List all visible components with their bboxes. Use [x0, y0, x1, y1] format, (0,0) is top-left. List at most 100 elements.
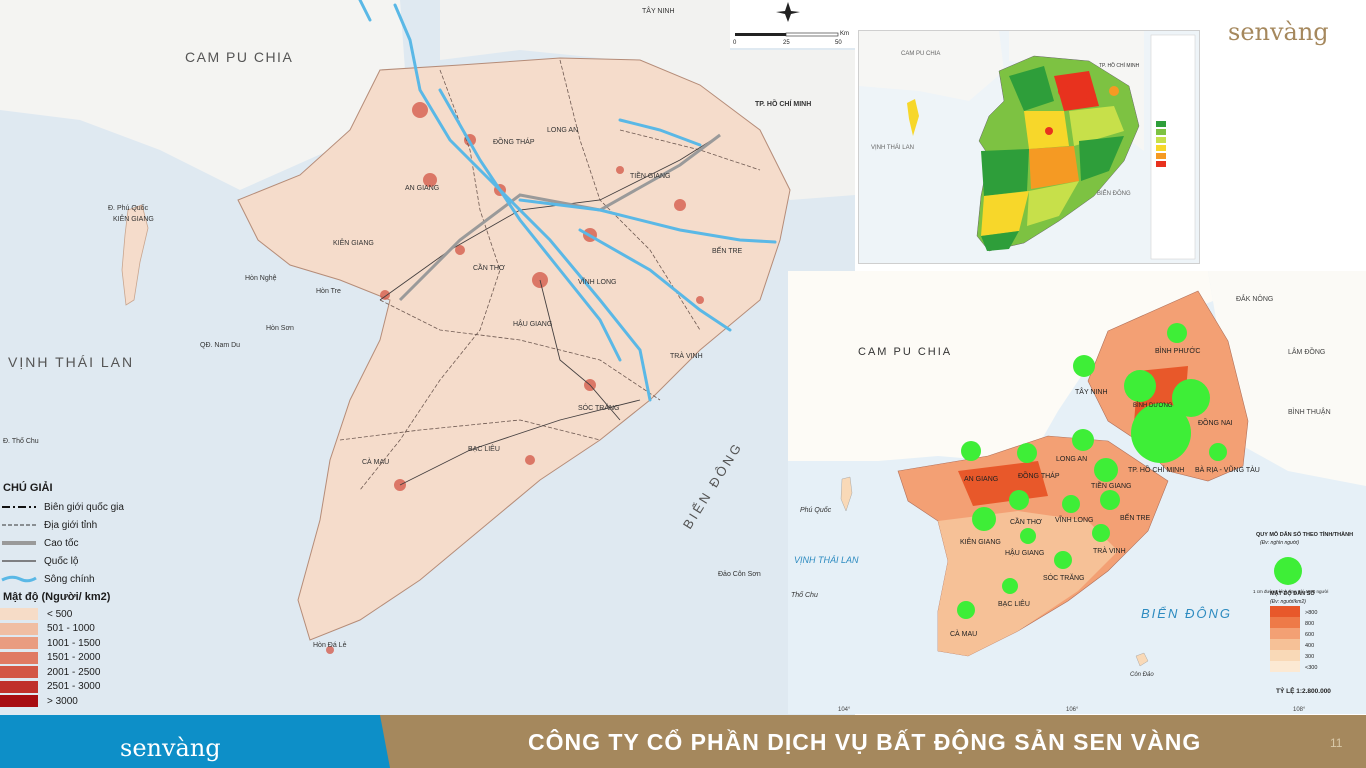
- population-bubbles: [957, 323, 1227, 619]
- cambodia-land: [788, 271, 1213, 461]
- north-arrow-icon: [776, 2, 800, 22]
- legend-main-river: Sông chính: [0, 570, 150, 588]
- density-class-2: 1001 - 1500: [0, 636, 150, 651]
- label-hcm: TP. HỒ CHÍ MINH: [755, 98, 811, 108]
- label-gulf: VỊNH THÁI LAN: [871, 144, 914, 151]
- bubble-legend-swatch: [1270, 650, 1300, 661]
- population-bubble: [1167, 323, 1187, 343]
- scale-0: 0: [733, 40, 737, 46]
- label-long-an: LONG AN: [547, 127, 578, 134]
- label-kien-giang: KIÊN GIANG: [333, 238, 374, 247]
- bubble-legend-swatch: [1270, 628, 1300, 639]
- small-map-legend-swatches: [1156, 121, 1166, 167]
- density-class-6: > 3000: [0, 694, 150, 709]
- density-swatch: [0, 637, 38, 650]
- density-legend-swatches: >800 800 600 400 300 <300: [1270, 606, 1317, 672]
- density-label: 2001 - 2500: [47, 666, 101, 678]
- population-bubble: [1072, 429, 1094, 451]
- label-cambodia: CAM PU CHIA: [901, 51, 940, 57]
- label-hau-giang: HẬU GIANG: [1005, 548, 1044, 557]
- label-ben-tre: BẾN TRE: [712, 245, 743, 255]
- population-bubble-map: >800 800 600 400 300 <300 CAM PU CHIA ĐẮK NÔN…: [788, 271, 1366, 714]
- small-legend-swatch: [1156, 161, 1166, 167]
- legend-label: Địa giới tỉnh: [44, 519, 98, 531]
- label-hau-giang: HẬU GIANG: [513, 319, 552, 328]
- brand-logo-text: senvàng: [1228, 18, 1329, 46]
- label-hon-nghe: Hòn Nghệ: [245, 275, 277, 282]
- legend-label: Biên giới quốc gia: [44, 501, 124, 513]
- footer-bar: senvàng CÔNG TY CỔ PHẦN DỊCH VỤ BẤT ĐỘNG…: [0, 715, 1366, 768]
- legend-expressway: Cao tốc: [0, 534, 150, 552]
- label-vinh-long: VĨNH LONG: [1055, 515, 1094, 524]
- density-map-mekong: CAM PU CHIA VỊNH THÁI LAN BIỂN ĐÔNG TÂY …: [0, 0, 855, 715]
- density-class-1: 501 - 1000: [0, 622, 150, 637]
- label-hon-tre: Hòn Tre: [316, 288, 341, 295]
- label-tho-chu: Thổ Chu: [791, 591, 818, 599]
- scale-50: 50: [835, 40, 842, 46]
- small-map-labels: CAM PU CHIA VỊNH THÁI LAN BIỂN ĐÔNG TP. …: [871, 51, 1140, 197]
- label-can-tho: CẦN THƠ: [1010, 516, 1042, 526]
- small-legend-swatch: [1156, 121, 1166, 127]
- label-long-an: LONG AN: [1056, 456, 1087, 463]
- legend-size-unit: (Đv: nghìn người): [1260, 540, 1299, 546]
- label-bac-lieu: BẠC LIÊU: [998, 599, 1030, 608]
- east-land: [1208, 271, 1366, 486]
- population-bubble: [957, 601, 975, 619]
- label-cambodia: CAM PU CHIA: [185, 49, 293, 65]
- label-hon-da-le: Hòn Đá Lẻ: [313, 642, 347, 649]
- label-east-sea: BIỂN ĐÔNG: [1097, 190, 1131, 197]
- bubble-legend-swatch: [1270, 617, 1300, 628]
- density-swatch: [0, 680, 38, 693]
- label-kien-giang: KIÊN GIANG: [960, 537, 1001, 546]
- legend-size-title: QUY MÔ DÂN SỐ THEO TỈNH/THÀNH: [1256, 530, 1353, 538]
- population-bubble: [1131, 403, 1191, 463]
- bubble-legend-swatch: [1270, 661, 1300, 672]
- label-lam-dong: LÂM ĐỒNG: [1288, 346, 1325, 356]
- population-bubble: [1020, 528, 1036, 544]
- legend-size-note: 1 cm đường kính ứng với 4000 người: [1253, 589, 1328, 594]
- legend-density-title: MẬT ĐỘ DÂN SỐ: [1270, 589, 1315, 597]
- legend-bubble: [1274, 557, 1302, 585]
- label-binh-duong: BÌNH DƯƠNG: [1133, 402, 1173, 409]
- bubble-legend-label: 300: [1305, 654, 1314, 660]
- label-tay-ninh: TÂY NINH: [1075, 387, 1108, 396]
- population-bubble: [1209, 443, 1227, 461]
- label-nam-du: QĐ. Nam Du: [200, 342, 240, 349]
- density-legend: CHÚ GIẢI Biên giới quốc gia Địa giới tỉn…: [0, 482, 150, 709]
- small-legend-swatch: [1156, 129, 1166, 135]
- district-map-small: CAM PU CHIA VỊNH THÁI LAN BIỂN ĐÔNG TP. …: [858, 30, 1200, 264]
- density-label: 2501 - 3000: [47, 681, 101, 693]
- density-label: < 500: [47, 608, 73, 620]
- brand-logo: senvàng: [1226, 4, 1358, 48]
- density-class-4: 2001 - 2500: [0, 665, 150, 680]
- label-gulf: VỊNH THÁI LAN: [794, 555, 859, 565]
- population-bubble: [1073, 355, 1095, 377]
- density-swatch: [0, 695, 38, 708]
- bubble-legend-label: >800: [1305, 610, 1317, 616]
- density-swatch: [0, 666, 38, 679]
- footer-logo: senvàng: [120, 734, 221, 762]
- label-can-tho: CẦN THƠ: [473, 262, 505, 272]
- expressway: [398, 133, 721, 302]
- district-map-svg: CAM PU CHIA VỊNH THÁI LAN BIỂN ĐÔNG TP. …: [859, 31, 1199, 263]
- label-tien-giang: TIỀN GIANG: [630, 170, 670, 180]
- label-kien-giang-island: KIÊN GIANG: [113, 214, 154, 223]
- label-con-dao: Côn Đảo: [1130, 671, 1154, 678]
- label-ben-tre: BẾN TRE: [1120, 512, 1151, 522]
- scale-25: 25: [783, 40, 790, 46]
- population-bubble: [1094, 458, 1118, 482]
- label-an-giang: AN GIANG: [964, 476, 998, 483]
- population-bubble: [1100, 490, 1120, 510]
- legend-label: Sông chính: [44, 573, 95, 585]
- main-rivers: [358, 0, 777, 402]
- con-dao-island: [1135, 652, 1149, 667]
- population-bubble: [1124, 370, 1156, 402]
- population-bubble: [1092, 524, 1110, 542]
- scale-bar: 0 25 50 Km: [730, 0, 855, 48]
- population-bubble: [1017, 443, 1037, 463]
- density-class-3: 1501 - 2000: [0, 651, 150, 666]
- footer-brand-panel: senvàng: [0, 715, 390, 768]
- population-bubble: [1009, 490, 1029, 510]
- bubble-legend-label: 800: [1305, 621, 1314, 627]
- density-class-0: < 500: [0, 607, 150, 622]
